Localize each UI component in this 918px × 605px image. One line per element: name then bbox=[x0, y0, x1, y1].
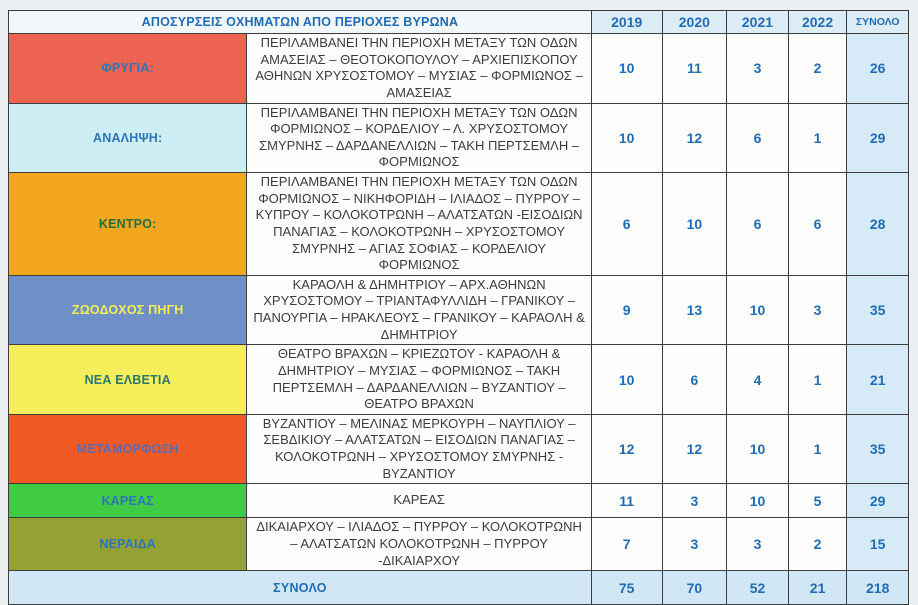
value-2020: 12 bbox=[661, 102, 728, 173]
table-row-nea-elvetia: ΝΕΑ ΕΛΒΕΤΙΑ ΘΕΑΤΡΟ ΒΡΑΧΩΝ – ΚΡΙΕΖΩΤΟΥ - … bbox=[7, 344, 909, 415]
column-header-2022: 2022 bbox=[787, 10, 848, 34]
totals-label: ΣΥΝΟΛΟ bbox=[8, 570, 592, 605]
region-description: ΠΕΡΙΛΑΜΒΑΝΕΙ ΤΗΝ ΠΕΡΙΟΧΗ ΜΕΤΑΞΥ ΤΩΝ ΟΔΩΝ… bbox=[246, 172, 592, 276]
value-2019: 10 bbox=[590, 102, 663, 173]
region-description: ΚΑΡΕΑΣ bbox=[246, 483, 592, 519]
value-total: 29 bbox=[846, 483, 909, 519]
value-2019: 10 bbox=[590, 344, 663, 415]
value-total: 35 bbox=[846, 413, 909, 485]
value-2019: 7 bbox=[590, 517, 663, 572]
region-description: ΠΕΡΙΛΑΜΒΑΝΕΙ ΤΗΝ ΠΕΡΙΟΧΗ ΜΕΤΑΞΥ ΤΩΝ ΟΔΩΝ… bbox=[246, 102, 592, 173]
value-2019: 12 bbox=[590, 413, 663, 485]
value-2020: 12 bbox=[661, 413, 728, 485]
region-label: ΦΡΥΓΙΑ: bbox=[7, 33, 248, 104]
table-row-kentro: ΚΕΝΤΡΟ: ΠΕΡΙΛΑΜΒΑΝΕΙ ΤΗΝ ΠΕΡΙΟΧΗ ΜΕΤΑΞΥ … bbox=[7, 172, 909, 276]
grand-total: 218 bbox=[846, 570, 909, 605]
table-row-frygia: ΦΡΥΓΙΑ: ΠΕΡΙΛΑΜΒΑΝΕΙ ΤΗΝ ΠΕΡΙΟΧΗ ΜΕΤΑΞΥ … bbox=[7, 33, 909, 104]
value-2021: 3 bbox=[726, 517, 789, 572]
table-row-kareas: ΚΑΡΕΑΣ ΚΑΡΕΑΣ 11 3 10 5 29 bbox=[7, 483, 909, 519]
value-2022: 6 bbox=[787, 172, 848, 276]
value-2019: 11 bbox=[590, 483, 663, 519]
total-2022: 21 bbox=[787, 570, 848, 605]
value-2020: 3 bbox=[661, 483, 728, 519]
table-page: ΑΠΟΣΥΡΣΕΙΣ ΟΧΗΜΑΤΩΝ ΑΠΟ ΠΕΡΙΟΧΕΣ ΒΥΡΩΝΑ … bbox=[7, 10, 909, 605]
value-2020: 10 bbox=[661, 172, 728, 276]
column-header-total: ΣΥΝΟΛΟ bbox=[846, 10, 909, 34]
region-label: ΜΕΤΑΜΟΡΦΩΣΗ bbox=[7, 413, 248, 485]
column-header-2019: 2019 bbox=[590, 10, 663, 34]
value-total: 21 bbox=[846, 344, 909, 415]
region-label: ΚΕΝΤΡΟ: bbox=[7, 172, 248, 276]
value-2020: 6 bbox=[661, 344, 728, 415]
column-header-2021: 2021 bbox=[726, 10, 789, 34]
region-description: ΚΑΡΑΟΛΗ & ΔΗΜΗΤΡΙΟΥ – ΑΡΧ.ΑΘΗΝΩΝ ΧΡΥΣΟΣΤ… bbox=[246, 274, 592, 346]
value-2022: 1 bbox=[787, 102, 848, 173]
value-2020: 11 bbox=[661, 33, 728, 104]
value-2022: 2 bbox=[787, 517, 848, 572]
value-2019: 10 bbox=[590, 33, 663, 104]
table-row-analipsi: ΑΝΑΛΗΨΗ: ΠΕΡΙΛΑΜΒΑΝΕΙ ΤΗΝ ΠΕΡΙΟΧΗ ΜΕΤΑΞΥ… bbox=[7, 102, 909, 173]
value-2022: 3 bbox=[787, 274, 848, 346]
value-2022: 1 bbox=[787, 344, 848, 415]
value-2022: 5 bbox=[787, 483, 848, 519]
value-total: 28 bbox=[846, 172, 909, 276]
region-description: ΠΕΡΙΛΑΜΒΑΝΕΙ ΤΗΝ ΠΕΡΙΟΧΗ ΜΕΤΑΞΥ ΤΩΝ ΟΔΩΝ… bbox=[246, 33, 592, 104]
table-row-neraida: ΝΕΡΑΙΔΑ ΔΙΚΑΙΑΡΧΟΥ – ΙΛΙΑΔΟΣ – ΠΥΡΡΟΥ – … bbox=[7, 517, 909, 572]
value-2019: 9 bbox=[590, 274, 663, 346]
table-title: ΑΠΟΣΥΡΣΕΙΣ ΟΧΗΜΑΤΩΝ ΑΠΟ ΠΕΡΙΟΧΕΣ ΒΥΡΩΝΑ bbox=[8, 10, 592, 34]
value-2020: 13 bbox=[661, 274, 728, 346]
value-total: 29 bbox=[846, 102, 909, 173]
region-description: ΘΕΑΤΡΟ ΒΡΑΧΩΝ – ΚΡΙΕΖΩΤΟΥ - ΚΑΡΑΟΛΗ & ΔΗ… bbox=[246, 344, 592, 415]
vehicle-removals-table: ΑΠΟΣΥΡΣΕΙΣ ΟΧΗΜΑΤΩΝ ΑΠΟ ΠΕΡΙΟΧΕΣ ΒΥΡΩΝΑ … bbox=[7, 10, 909, 605]
value-2021: 6 bbox=[726, 102, 789, 173]
total-2021: 52 bbox=[726, 570, 789, 605]
total-2019: 75 bbox=[590, 570, 663, 605]
value-2021: 10 bbox=[726, 413, 789, 485]
table-row-zoodochos-pigi: ΖΩΟΔΟΧΟΣ ΠΗΓΗ ΚΑΡΑΟΛΗ & ΔΗΜΗΤΡΙΟΥ – ΑΡΧ.… bbox=[7, 274, 909, 346]
scanned-document: { "table": { "header": { "title": "ΑΠΟΣΥ… bbox=[7, 10, 909, 605]
region-description: ΒΥΖΑΝΤΙΟΥ – ΜΕΛΙΝΑΣ ΜΕΡΚΟΥΡΗ – ΝΑΥΠΛΙΟΥ … bbox=[246, 413, 592, 485]
region-label: ΑΝΑΛΗΨΗ: bbox=[7, 102, 248, 173]
total-2020: 70 bbox=[661, 570, 728, 605]
value-total: 35 bbox=[846, 274, 909, 346]
value-total: 15 bbox=[846, 517, 909, 572]
region-label: ΖΩΟΔΟΧΟΣ ΠΗΓΗ bbox=[7, 274, 248, 346]
value-2022: 1 bbox=[787, 413, 848, 485]
header-row: ΑΠΟΣΥΡΣΕΙΣ ΟΧΗΜΑΤΩΝ ΑΠΟ ΠΕΡΙΟΧΕΣ ΒΥΡΩΝΑ … bbox=[8, 10, 909, 34]
value-2021: 10 bbox=[726, 483, 789, 519]
totals-row: ΣΥΝΟΛΟ 75 70 52 21 218 bbox=[8, 570, 909, 605]
value-2019: 6 bbox=[590, 172, 663, 276]
value-2021: 10 bbox=[726, 274, 789, 346]
region-description: ΔΙΚΑΙΑΡΧΟΥ – ΙΛΙΑΔΟΣ – ΠΥΡΡΟΥ – ΚΟΛΟΚΟΤΡ… bbox=[246, 517, 592, 572]
region-label: ΝΕΡΑΙΔΑ bbox=[7, 517, 248, 572]
column-header-2020: 2020 bbox=[661, 10, 728, 34]
value-2021: 4 bbox=[726, 344, 789, 415]
region-label: ΚΑΡΕΑΣ bbox=[7, 483, 248, 519]
value-2021: 3 bbox=[726, 33, 789, 104]
value-2022: 2 bbox=[787, 33, 848, 104]
value-2021: 6 bbox=[726, 172, 789, 276]
region-label: ΝΕΑ ΕΛΒΕΤΙΑ bbox=[7, 344, 248, 415]
value-2020: 3 bbox=[661, 517, 728, 572]
table-row-metamorfosi: ΜΕΤΑΜΟΡΦΩΣΗ ΒΥΖΑΝΤΙΟΥ – ΜΕΛΙΝΑΣ ΜΕΡΚΟΥΡΗ… bbox=[7, 413, 909, 485]
value-total: 26 bbox=[846, 33, 909, 104]
